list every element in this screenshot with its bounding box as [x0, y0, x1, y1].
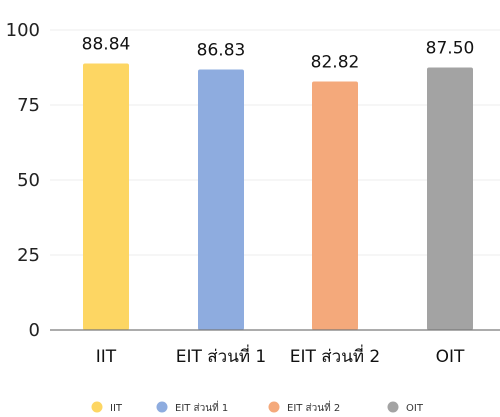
y-tick-label: 75 [17, 95, 40, 116]
legend-label: EIT ส่วนที่ 1 [175, 400, 228, 414]
legend-marker [387, 401, 399, 413]
x-tick-label: EIT ส่วนที่ 2 [290, 344, 381, 367]
x-axis: IIT EIT ส่วนที่ 1 EIT ส่วนที่ 2 OIT [50, 329, 500, 367]
x-tick-label: OIT [436, 347, 465, 367]
x-tick-label: IIT [96, 347, 117, 367]
x-tick-label: EIT ส่วนที่ 1 [176, 344, 267, 367]
data-label: 86.83 [197, 41, 246, 61]
legend-marker [156, 401, 168, 413]
y-tick-label: 0 [29, 320, 40, 341]
y-tick-label: 25 [17, 245, 40, 266]
bar [312, 81, 358, 330]
legend-label: IIT [110, 403, 123, 414]
value-labels: 88.84 86.83 82.82 87.50 [82, 34, 475, 72]
bar [83, 63, 129, 330]
legend-marker [91, 401, 103, 413]
y-axis: 0 25 50 75 100 [6, 20, 40, 341]
legend-marker [268, 401, 280, 413]
legend-label: EIT ส่วนที่ 2 [287, 400, 340, 414]
y-tick-label: 100 [6, 20, 40, 41]
data-label: 88.84 [82, 34, 131, 54]
data-label: 82.82 [311, 53, 360, 73]
bar [198, 69, 244, 330]
y-tick-label: 50 [17, 170, 40, 191]
bars [83, 63, 473, 330]
legend-label: OIT [406, 403, 424, 414]
data-label: 87.50 [426, 39, 475, 59]
bar [427, 67, 473, 330]
legend: IIT EIT ส่วนที่ 1 EIT ส่วนที่ 2 OIT [91, 400, 424, 414]
